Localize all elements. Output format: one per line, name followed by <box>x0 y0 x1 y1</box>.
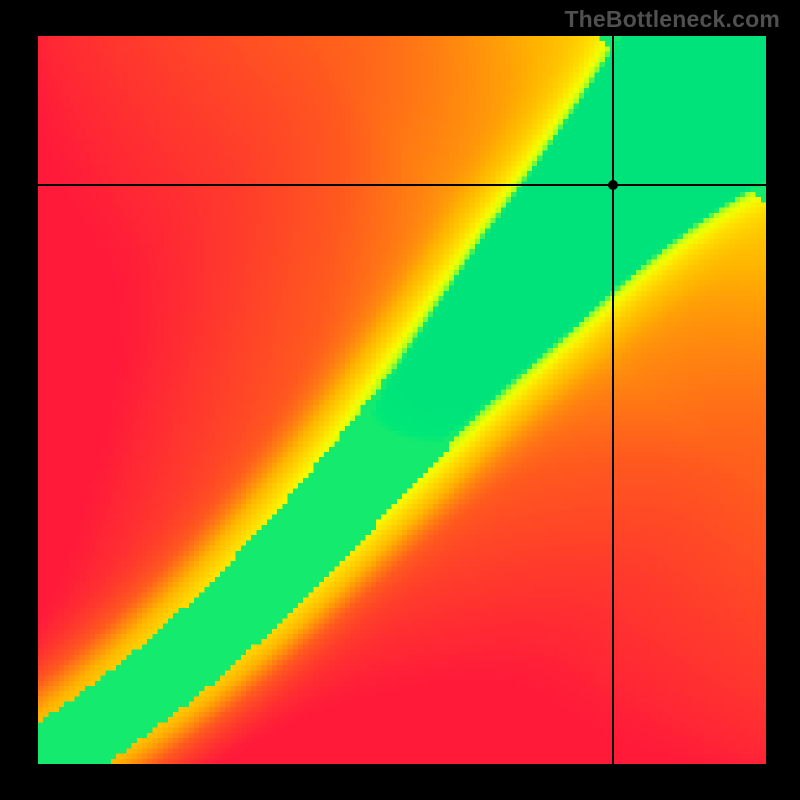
heatmap-canvas <box>38 36 766 764</box>
crosshair-vertical <box>612 36 614 764</box>
heatmap-plot-area <box>38 36 766 764</box>
watermark-text: TheBottleneck.com <box>564 6 780 33</box>
crosshair-horizontal <box>38 184 766 186</box>
